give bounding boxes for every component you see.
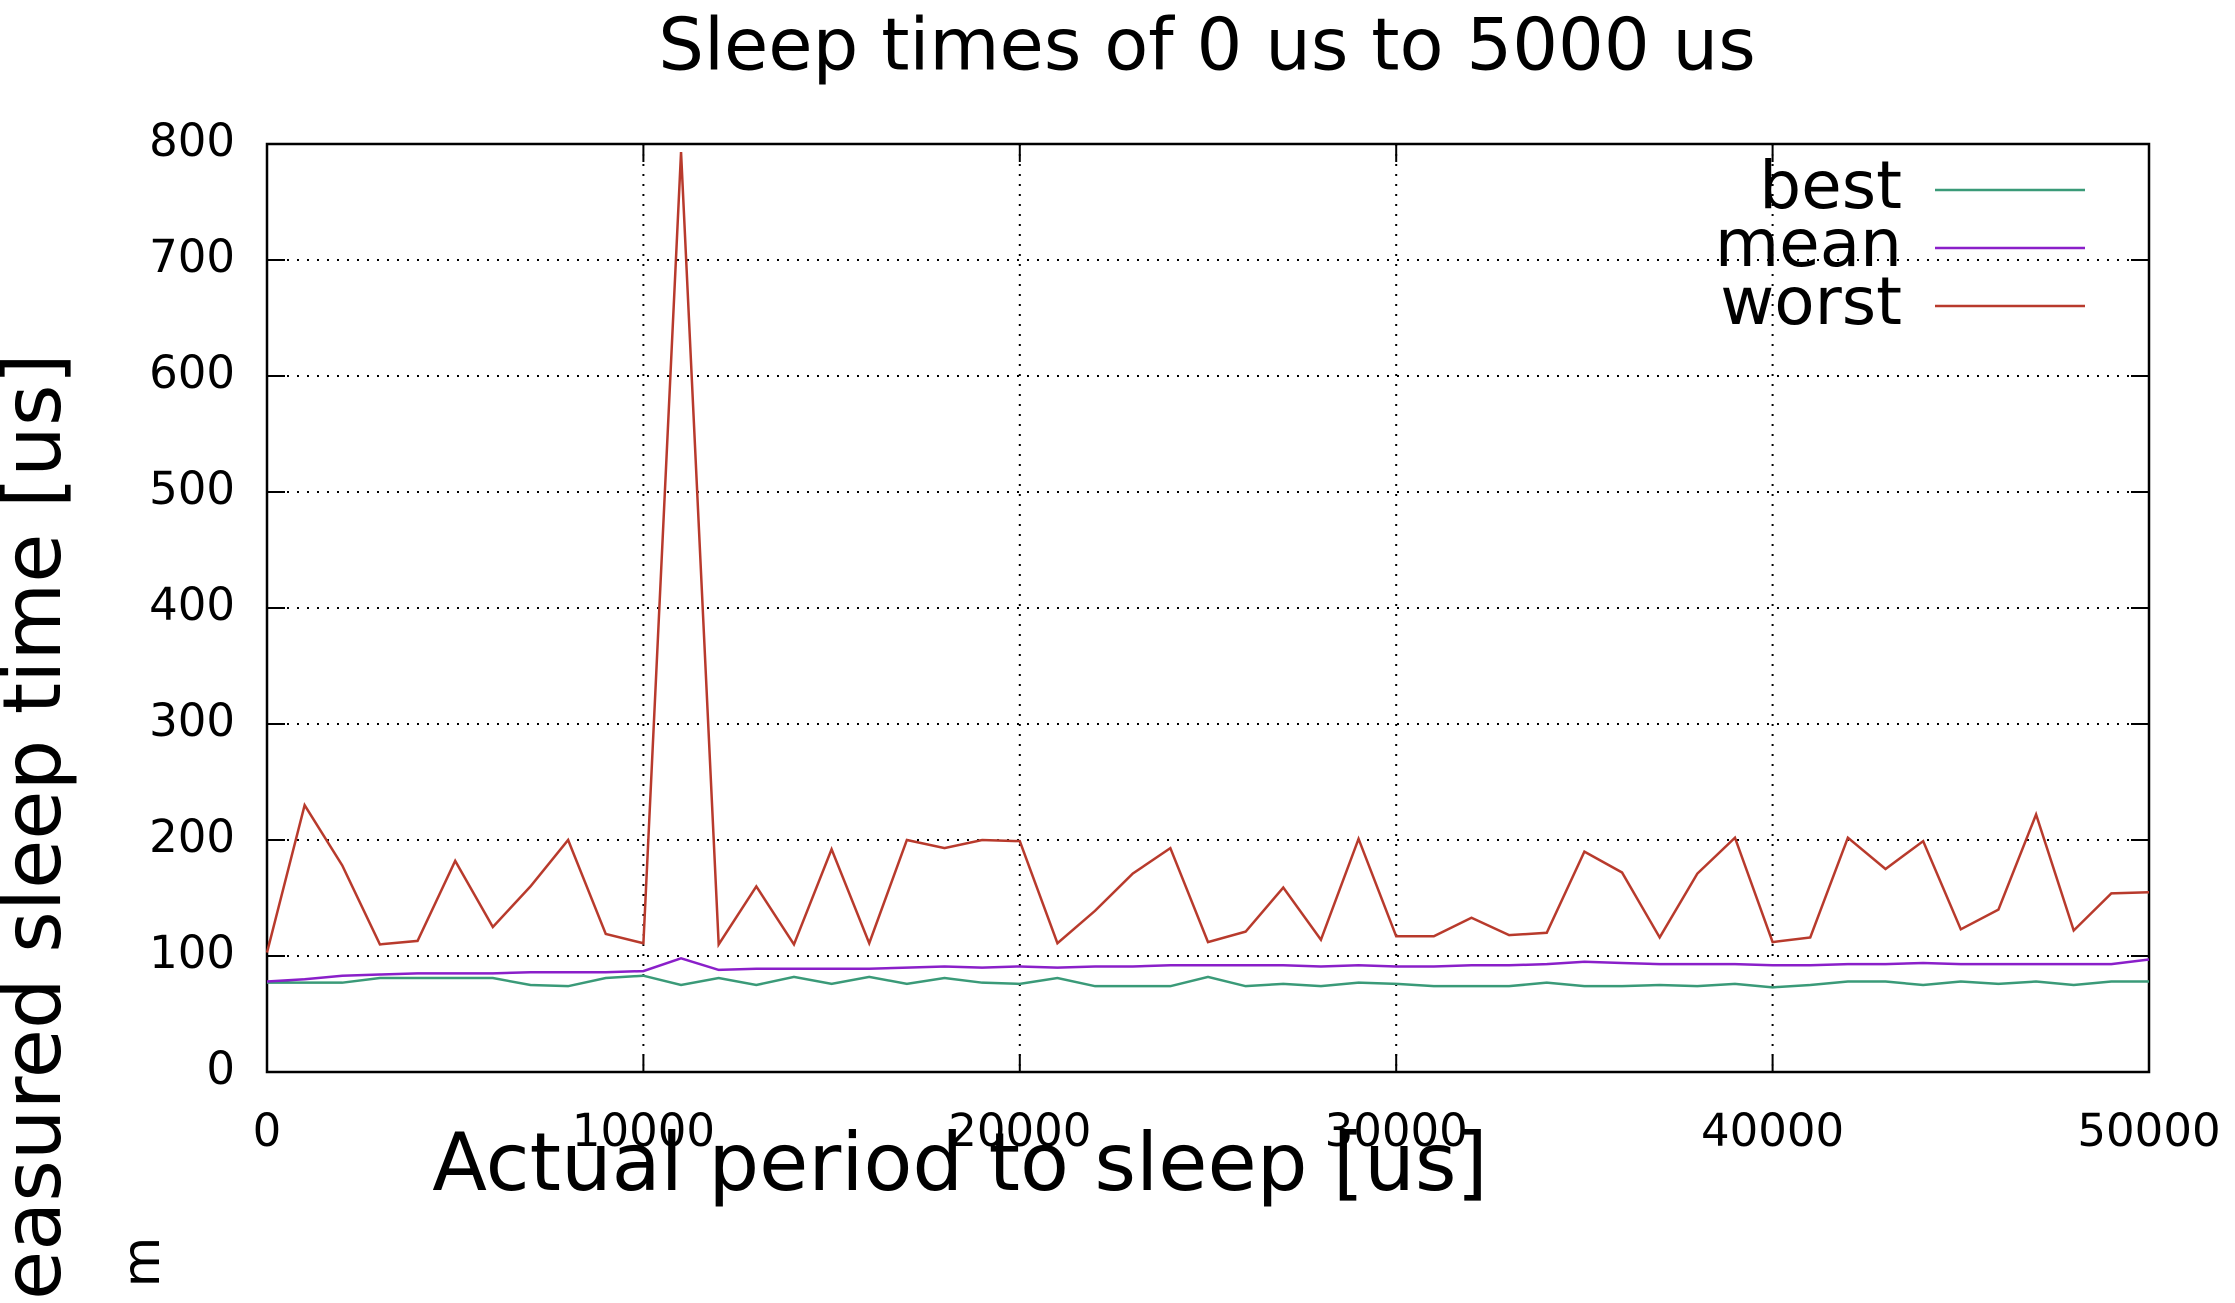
x-axis-label: Actual period to sleep [us] (432, 1116, 1487, 1209)
y-tick-label: 700 (149, 230, 235, 283)
y-tick-label: 500 (149, 462, 235, 515)
x-tick-label: 40000 (1701, 1104, 1844, 1157)
y-tick-label: 300 (149, 694, 235, 747)
x-tick-label: 50000 (2077, 1104, 2220, 1157)
x-tick-label: 20000 (948, 1104, 1091, 1157)
y-axis-label: easured sleep time [us] (0, 353, 79, 1300)
chart-title: Sleep times of 0 us to 5000 us (658, 3, 1755, 87)
y-tick-label: 800 (149, 114, 235, 167)
y-tick-label: 600 (149, 346, 235, 399)
y-tick-label: 0 (206, 1042, 235, 1095)
line-series (265, 152, 2150, 953)
x-tick-label: 10000 (572, 1104, 715, 1157)
annotation: m (112, 1237, 172, 1288)
legend-label: worst (1720, 263, 1902, 340)
legend-label: mean (1715, 205, 1902, 282)
line-series (266, 957, 2150, 983)
y-tick-label: 200 (149, 810, 235, 863)
line-series (267, 974, 2149, 989)
y-tick-label: 400 (149, 578, 235, 631)
x-tick-label: 0 (253, 1104, 282, 1157)
plot-frame (265, 142, 2151, 1074)
legend-label: best (1759, 147, 1902, 224)
x-tick-label: 30000 (1325, 1104, 1468, 1157)
y-tick-label: 100 (149, 926, 235, 979)
